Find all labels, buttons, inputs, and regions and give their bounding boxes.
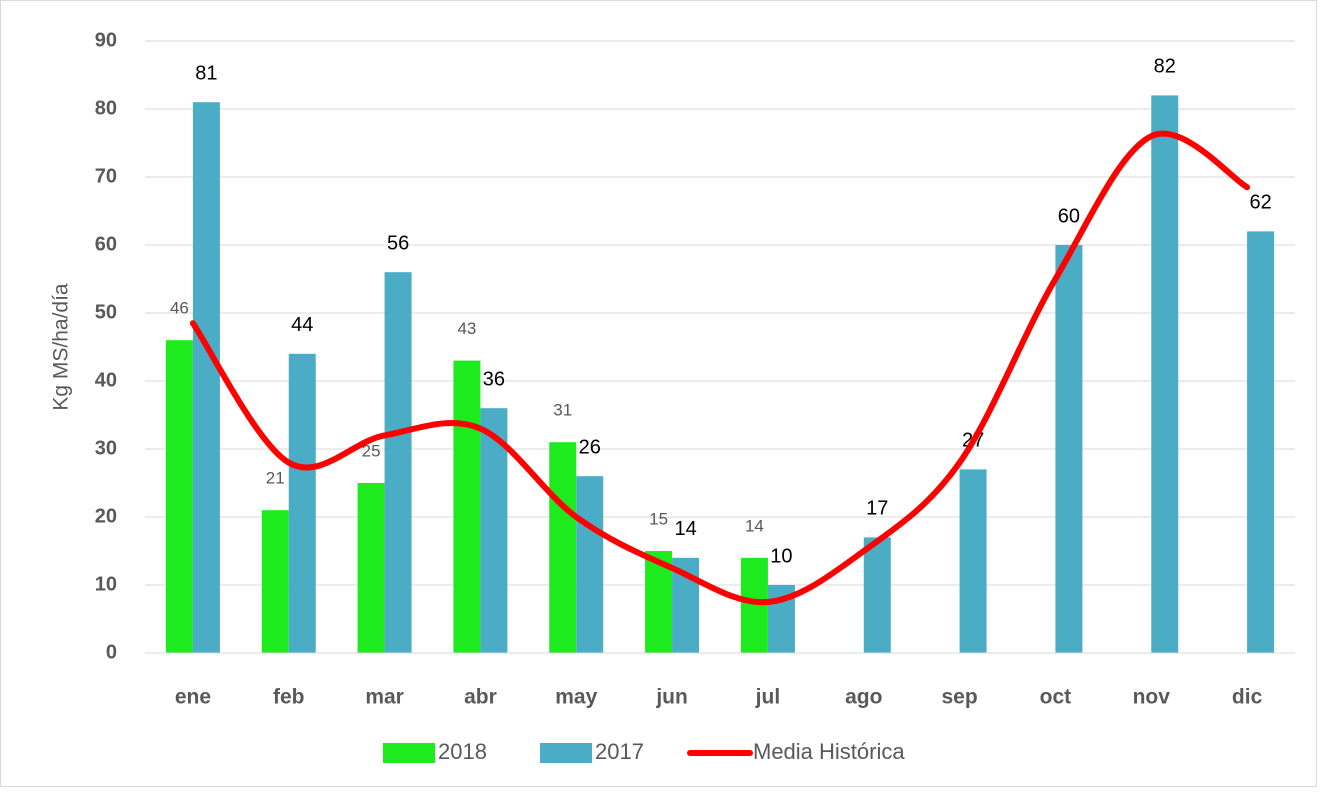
x-tick-label: abr — [464, 686, 497, 709]
bar — [261, 510, 289, 653]
data-label: 43 — [457, 319, 476, 338]
x-tick-label: sep — [941, 686, 977, 709]
x-tick-label: oct — [1040, 686, 1072, 709]
bar — [549, 442, 577, 653]
bar — [288, 353, 316, 653]
data-label: 15 — [649, 509, 668, 528]
y-tick-label: 60 — [95, 233, 117, 255]
bar — [480, 408, 508, 653]
y-tick-label: 0 — [106, 641, 117, 663]
y-tick-label: 10 — [95, 573, 117, 595]
x-tick-label: jul — [755, 686, 781, 709]
y-tick-label: 30 — [95, 437, 117, 459]
y-tick-label: 40 — [95, 369, 117, 391]
bar — [192, 102, 220, 653]
y-tick-label: 90 — [95, 29, 117, 51]
bar — [453, 360, 481, 653]
data-label: 36 — [483, 368, 505, 390]
data-label: 17 — [866, 498, 888, 520]
x-tick-label: dic — [1232, 686, 1263, 709]
x-tick-label: may — [555, 686, 597, 709]
data-label: 81 — [195, 62, 217, 84]
y-tick-label: 50 — [95, 301, 117, 323]
bar — [165, 340, 193, 653]
bar — [863, 537, 891, 653]
y-tick-label: 70 — [95, 165, 117, 187]
legend-label: Media Histórica — [753, 739, 905, 764]
legend-label: 2018 — [438, 739, 487, 764]
legend-swatch — [540, 743, 592, 763]
data-label: 14 — [745, 516, 764, 535]
bar — [1151, 95, 1179, 653]
data-label: 26 — [579, 436, 601, 458]
data-label: 10 — [770, 545, 792, 567]
data-label: 60 — [1058, 205, 1080, 227]
x-tick-label: nov — [1133, 686, 1171, 709]
x-tick-label: jun — [655, 686, 688, 709]
bar — [1247, 231, 1275, 653]
bar — [959, 469, 987, 653]
data-label: 31 — [553, 401, 572, 420]
bar — [1055, 245, 1083, 653]
data-label: 56 — [387, 232, 409, 254]
data-label: 14 — [674, 518, 696, 540]
data-label: 62 — [1249, 192, 1271, 214]
x-tick-label: ene — [175, 686, 211, 709]
bar — [384, 272, 412, 653]
y-tick-label: 80 — [95, 97, 117, 119]
bar — [740, 557, 768, 653]
bar — [576, 476, 604, 653]
x-tick-label: ago — [845, 686, 882, 709]
data-label: 21 — [266, 469, 285, 488]
data-label: 46 — [170, 299, 189, 318]
legend-swatch — [383, 743, 435, 763]
data-label: 25 — [362, 441, 381, 460]
y-tick-label: 20 — [95, 505, 117, 527]
x-tick-label: mar — [365, 686, 404, 709]
data-label: 44 — [291, 314, 313, 336]
data-label: 82 — [1154, 56, 1176, 78]
y-axis-label: Kg MS/ha/día — [50, 283, 73, 411]
x-tick-label: feb — [273, 686, 305, 709]
line — [189, 130, 1251, 606]
legend-label: 2017 — [595, 739, 644, 764]
bar — [357, 483, 385, 653]
